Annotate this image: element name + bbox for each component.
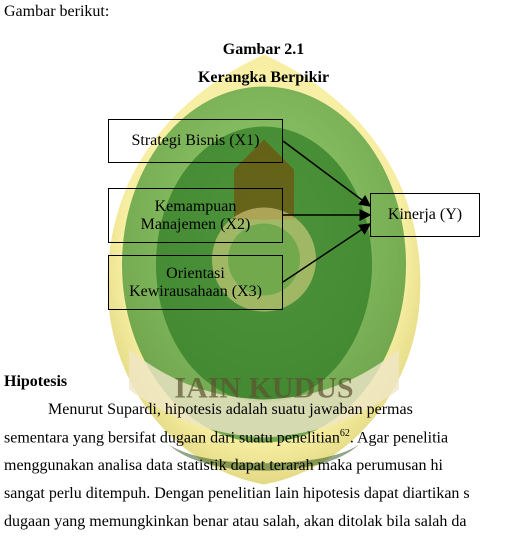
- section-heading: Hipotesis: [4, 370, 67, 394]
- footnote-ref-62: 62: [340, 428, 350, 439]
- para-line-4: sangat perlu ditempuh. Dengan penelitian…: [4, 482, 527, 506]
- figure-number: Gambar 2.1: [0, 38, 527, 62]
- box-x1: Strategi Bisnis (X1): [108, 119, 283, 163]
- para-line-2a: sementara yang bersifat dugaan dari suat…: [4, 429, 340, 446]
- box-x2: Kemampuan Manajemen (X2): [108, 188, 283, 243]
- box-y: Kinerja (Y): [370, 193, 480, 237]
- arrow-x3-y: [283, 224, 370, 282]
- para-line-1: Menurut Supardi, hipotesis adalah suatu …: [4, 398, 527, 422]
- arrow-x1-y: [283, 141, 370, 206]
- para-line-3: menggunakan analisa data statistik dapat…: [4, 454, 527, 478]
- figure-title: Kerangka Berpikir: [0, 66, 527, 90]
- para-line-5: dugaan yang memungkinkan benar atau sala…: [4, 510, 527, 534]
- intro-fragment: Gambar berikut:: [4, 0, 109, 24]
- page-root: IAIN KUDUS Gambar berikut: Gambar 2.1 Ke…: [0, 0, 527, 543]
- para-line-2: sementara yang bersifat dugaan dari suat…: [4, 426, 527, 450]
- box-x3: Orientasi Kewirausahaan (X3): [108, 255, 283, 310]
- para-line-2b: . Agar penelitia: [350, 429, 448, 446]
